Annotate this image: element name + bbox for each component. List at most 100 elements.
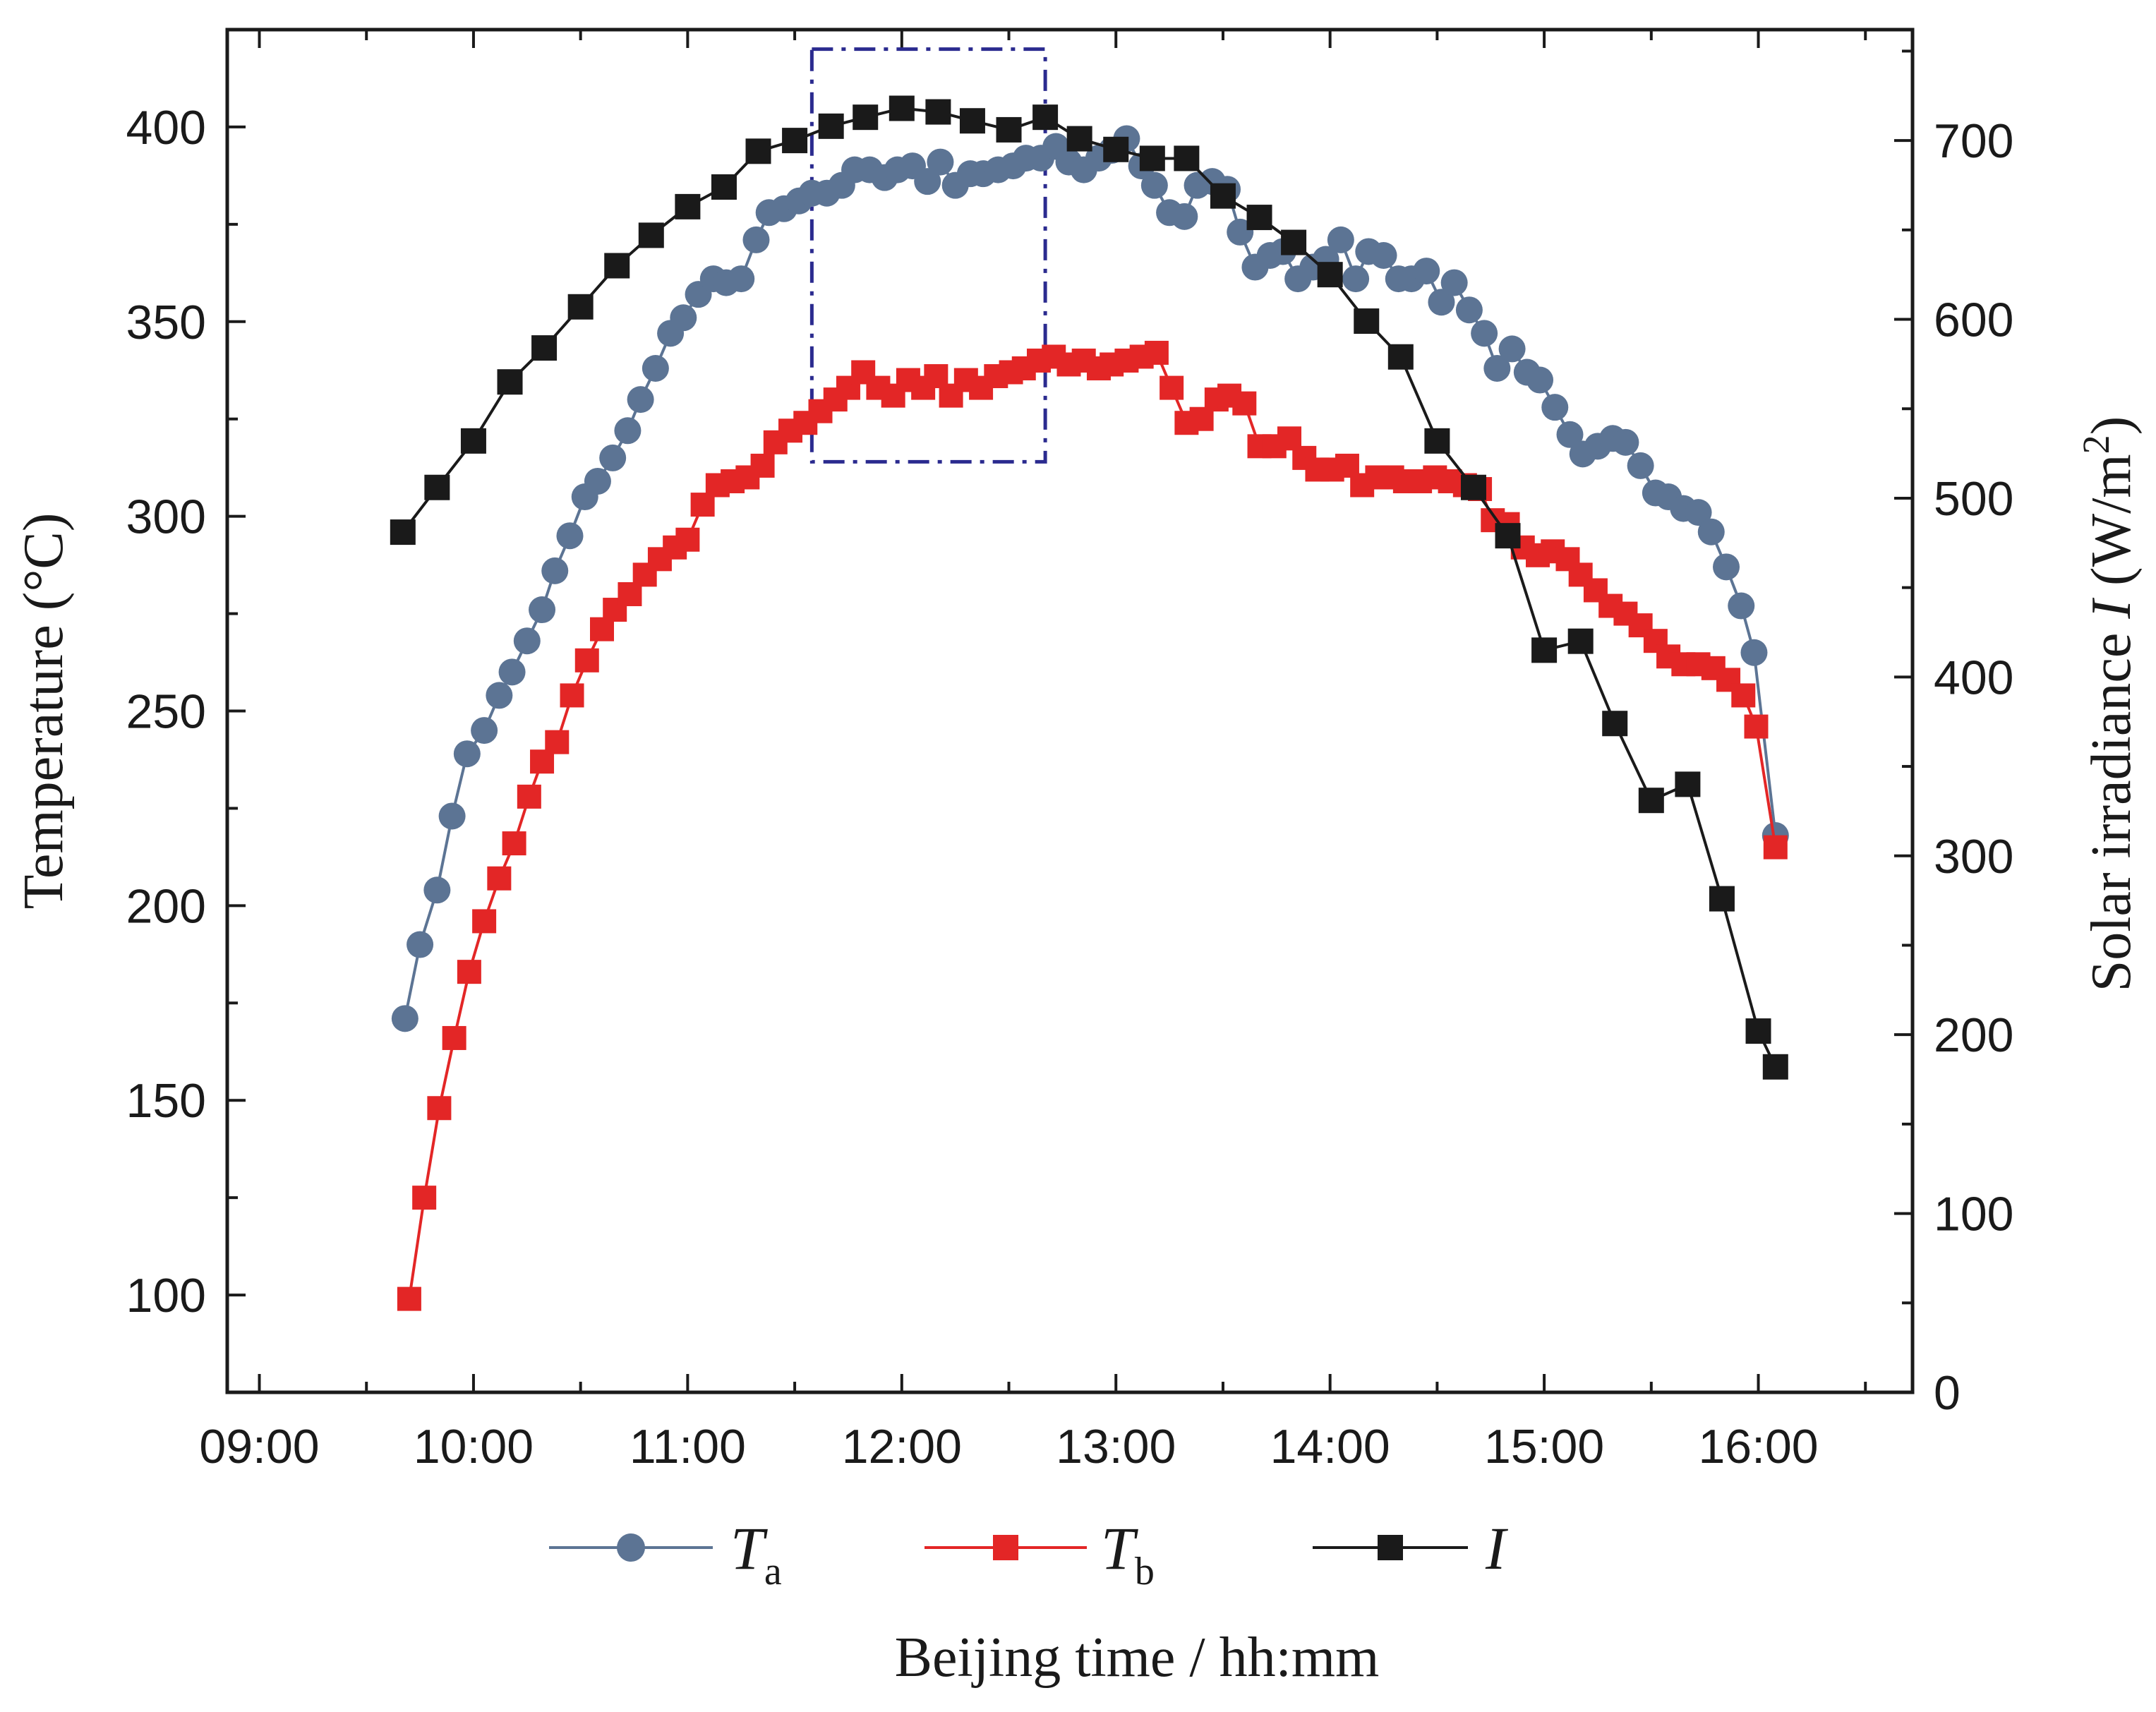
- data-point-ta: [1370, 241, 1397, 269]
- data-point-ta: [1685, 499, 1712, 526]
- data-point-tb: [1763, 835, 1788, 860]
- y-right-axis-title-part: ): [2080, 416, 2143, 435]
- data-point-i: [460, 428, 486, 454]
- series-line-tb: [407, 351, 1777, 1299]
- legend-label-subscript: a: [764, 1550, 782, 1593]
- data-point-ta: [584, 467, 611, 495]
- legend-marker: [617, 1533, 645, 1562]
- data-point-ta: [1541, 394, 1569, 421]
- data-point-ta: [1455, 296, 1483, 324]
- data-point-ta: [1498, 335, 1526, 363]
- data-point-tb: [472, 909, 497, 934]
- y-right-axis-title: Solar irradiance I (W/m2): [2075, 416, 2143, 992]
- highlight-box-layer: [809, 47, 1047, 464]
- data-point-ta: [728, 265, 755, 293]
- data-point-i: [1675, 771, 1701, 797]
- legend-marker: [993, 1535, 1018, 1560]
- data-point-i: [818, 113, 844, 139]
- data-point-ta: [471, 717, 498, 745]
- data-point-i: [1210, 183, 1236, 209]
- data-point-ta: [529, 596, 556, 624]
- legend: Ta Tb I: [549, 1514, 1508, 1593]
- data-point-i: [675, 193, 701, 219]
- data-point-i: [711, 174, 737, 200]
- data-point-i: [1602, 711, 1628, 737]
- y-right-tick-label: 100: [1934, 1188, 2013, 1241]
- data-point-i: [1066, 126, 1092, 152]
- x-tick-label: 09:00: [199, 1420, 319, 1473]
- data-point-ta: [541, 557, 569, 584]
- data-point-ta: [391, 1005, 418, 1032]
- data-point-ta: [927, 148, 954, 176]
- data-point-i: [1032, 104, 1059, 131]
- legend-item-tb: Tb: [925, 1514, 1155, 1593]
- data-point-i: [1317, 262, 1343, 288]
- y-left-tick-label: 350: [126, 296, 206, 349]
- data-point-i: [889, 95, 915, 121]
- y-left-tick-label: 100: [126, 1269, 206, 1322]
- data-point-ta: [453, 740, 481, 768]
- data-point-ta: [1413, 258, 1440, 285]
- data-point-i: [1460, 474, 1486, 500]
- y-right-tick-label: 0: [1934, 1366, 1961, 1420]
- legend-label-name: I: [1485, 1514, 1508, 1582]
- data-point-ta: [1140, 171, 1168, 199]
- data-point-tb: [1744, 714, 1769, 739]
- data-point-ta: [642, 354, 669, 382]
- series-line-i: [402, 107, 1777, 1068]
- y-left-tick-label: 400: [126, 101, 206, 155]
- data-point-i: [1495, 523, 1521, 549]
- data-point-tb: [502, 831, 526, 856]
- x-tick-label: 16:00: [1698, 1420, 1818, 1473]
- data-point-i: [531, 335, 558, 361]
- x-tick-label: 11:00: [630, 1420, 746, 1473]
- data-point-ta: [498, 658, 526, 686]
- y-right-tick-label: 400: [1934, 651, 2013, 704]
- legend-label-name: T: [730, 1514, 768, 1582]
- data-point-tb: [517, 784, 541, 809]
- data-point-ta: [1713, 553, 1740, 581]
- data-point-ta: [406, 931, 434, 958]
- data-point-i: [604, 253, 630, 279]
- legend-label: I: [1485, 1514, 1508, 1582]
- data-point-tb: [1144, 340, 1169, 365]
- data-point-ta: [438, 802, 466, 830]
- plot-frame: [225, 28, 1915, 1394]
- legend-label: Tb: [1101, 1514, 1155, 1593]
- highlight-box: [809, 47, 1047, 464]
- y-left-tick-label: 150: [126, 1074, 206, 1128]
- data-point-i: [1531, 637, 1558, 663]
- y-right-axis-title-part: I: [2080, 598, 2143, 620]
- data-point-i: [424, 474, 450, 500]
- data-point-ta: [556, 522, 584, 550]
- data-point-tb: [442, 1025, 466, 1050]
- data-point-ta: [627, 386, 654, 414]
- y-right-axis-title-part: (W/m: [2080, 454, 2143, 600]
- y-left-tick-label: 300: [126, 490, 206, 544]
- data-point-tb: [1160, 375, 1184, 400]
- data-point-ta: [1471, 320, 1498, 347]
- frame-layer: [225, 28, 1915, 1394]
- data-point-ta: [1728, 592, 1755, 620]
- x-tick-label: 10:00: [414, 1420, 534, 1473]
- data-point-i: [959, 108, 985, 134]
- data-point-ta: [1327, 226, 1354, 253]
- data-point-ta: [423, 876, 451, 904]
- x-tick-label: 12:00: [842, 1420, 962, 1473]
- x-tick-label: 15:00: [1484, 1420, 1604, 1473]
- data-point-tb: [397, 1286, 421, 1311]
- data-point-ta: [1526, 366, 1554, 394]
- data-point-i: [1424, 428, 1450, 454]
- data-point-i: [567, 294, 594, 320]
- legend-label-name: T: [1101, 1514, 1138, 1582]
- data-point-i: [925, 99, 951, 125]
- data-point-i: [782, 128, 808, 154]
- data-point-i: [1354, 308, 1380, 334]
- data-point-ta: [742, 226, 770, 253]
- data-point-ta: [1428, 289, 1455, 316]
- data-point-ta: [1440, 269, 1468, 296]
- y-left-axis-title: Temperature (°C): [13, 513, 75, 910]
- data-point-i: [497, 369, 523, 395]
- series-layer: [390, 95, 1789, 1311]
